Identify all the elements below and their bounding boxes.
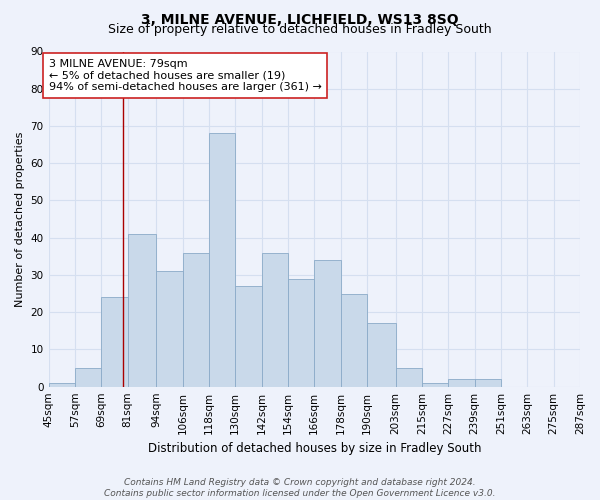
Bar: [156, 271, 182, 386]
Bar: [49, 383, 75, 386]
Bar: [475, 379, 501, 386]
X-axis label: Distribution of detached houses by size in Fradley South: Distribution of detached houses by size …: [148, 442, 481, 455]
Bar: [288, 278, 314, 386]
Bar: [314, 260, 341, 386]
Bar: [422, 383, 448, 386]
Text: 3, MILNE AVENUE, LICHFIELD, WS13 8SQ: 3, MILNE AVENUE, LICHFIELD, WS13 8SQ: [141, 12, 459, 26]
Bar: [262, 252, 288, 386]
Y-axis label: Number of detached properties: Number of detached properties: [15, 132, 25, 307]
Bar: [341, 294, 367, 386]
Bar: [235, 286, 262, 386]
Bar: [209, 134, 235, 386]
Text: Contains HM Land Registry data © Crown copyright and database right 2024.
Contai: Contains HM Land Registry data © Crown c…: [104, 478, 496, 498]
Text: 3 MILNE AVENUE: 79sqm
← 5% of detached houses are smaller (19)
94% of semi-detac: 3 MILNE AVENUE: 79sqm ← 5% of detached h…: [49, 59, 322, 92]
Bar: [448, 379, 475, 386]
Bar: [182, 252, 209, 386]
Bar: [395, 368, 422, 386]
Text: Size of property relative to detached houses in Fradley South: Size of property relative to detached ho…: [108, 24, 492, 36]
Bar: [367, 324, 395, 386]
Bar: [75, 368, 101, 386]
Bar: [128, 234, 156, 386]
Bar: [101, 298, 128, 386]
